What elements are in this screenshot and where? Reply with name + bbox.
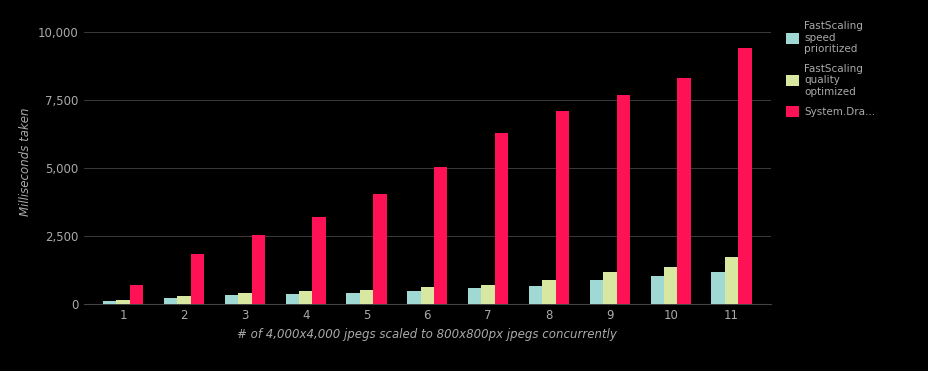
Bar (103, 301, 116, 304)
Bar (433, 167, 447, 304)
Bar (468, 288, 481, 304)
Bar (664, 267, 677, 304)
Bar (163, 298, 177, 304)
Bar (738, 49, 751, 304)
Bar (420, 288, 433, 304)
Bar (542, 280, 555, 304)
Bar (495, 133, 508, 304)
Bar (677, 78, 690, 304)
Bar (602, 272, 616, 304)
Bar (285, 294, 299, 304)
Bar (616, 95, 629, 304)
Legend: FastScaling
speed
prioritized, FastScaling
quality
optimized, System.Dra...: FastScaling speed prioritized, FastScali… (782, 18, 877, 120)
Bar (359, 290, 373, 304)
Bar (238, 292, 251, 304)
X-axis label: # of 4,000x4,000 jpegs scaled to 800x800px jpegs concurrently: # of 4,000x4,000 jpegs scaled to 800x800… (238, 328, 616, 341)
Bar (116, 300, 130, 304)
Bar (130, 285, 143, 304)
Bar (711, 272, 724, 304)
Bar (299, 292, 312, 304)
Bar (177, 296, 190, 304)
Bar (225, 295, 238, 304)
Bar (528, 286, 542, 304)
Bar (346, 293, 359, 304)
Bar (589, 280, 602, 304)
Bar (650, 276, 664, 304)
Bar (406, 291, 420, 304)
Bar (555, 111, 569, 304)
Bar (312, 217, 326, 304)
Bar (724, 257, 738, 304)
Bar (481, 285, 495, 304)
Bar (373, 194, 386, 304)
Y-axis label: Milliseconds taken: Milliseconds taken (19, 107, 32, 216)
Bar (190, 254, 204, 304)
Bar (251, 235, 264, 304)
